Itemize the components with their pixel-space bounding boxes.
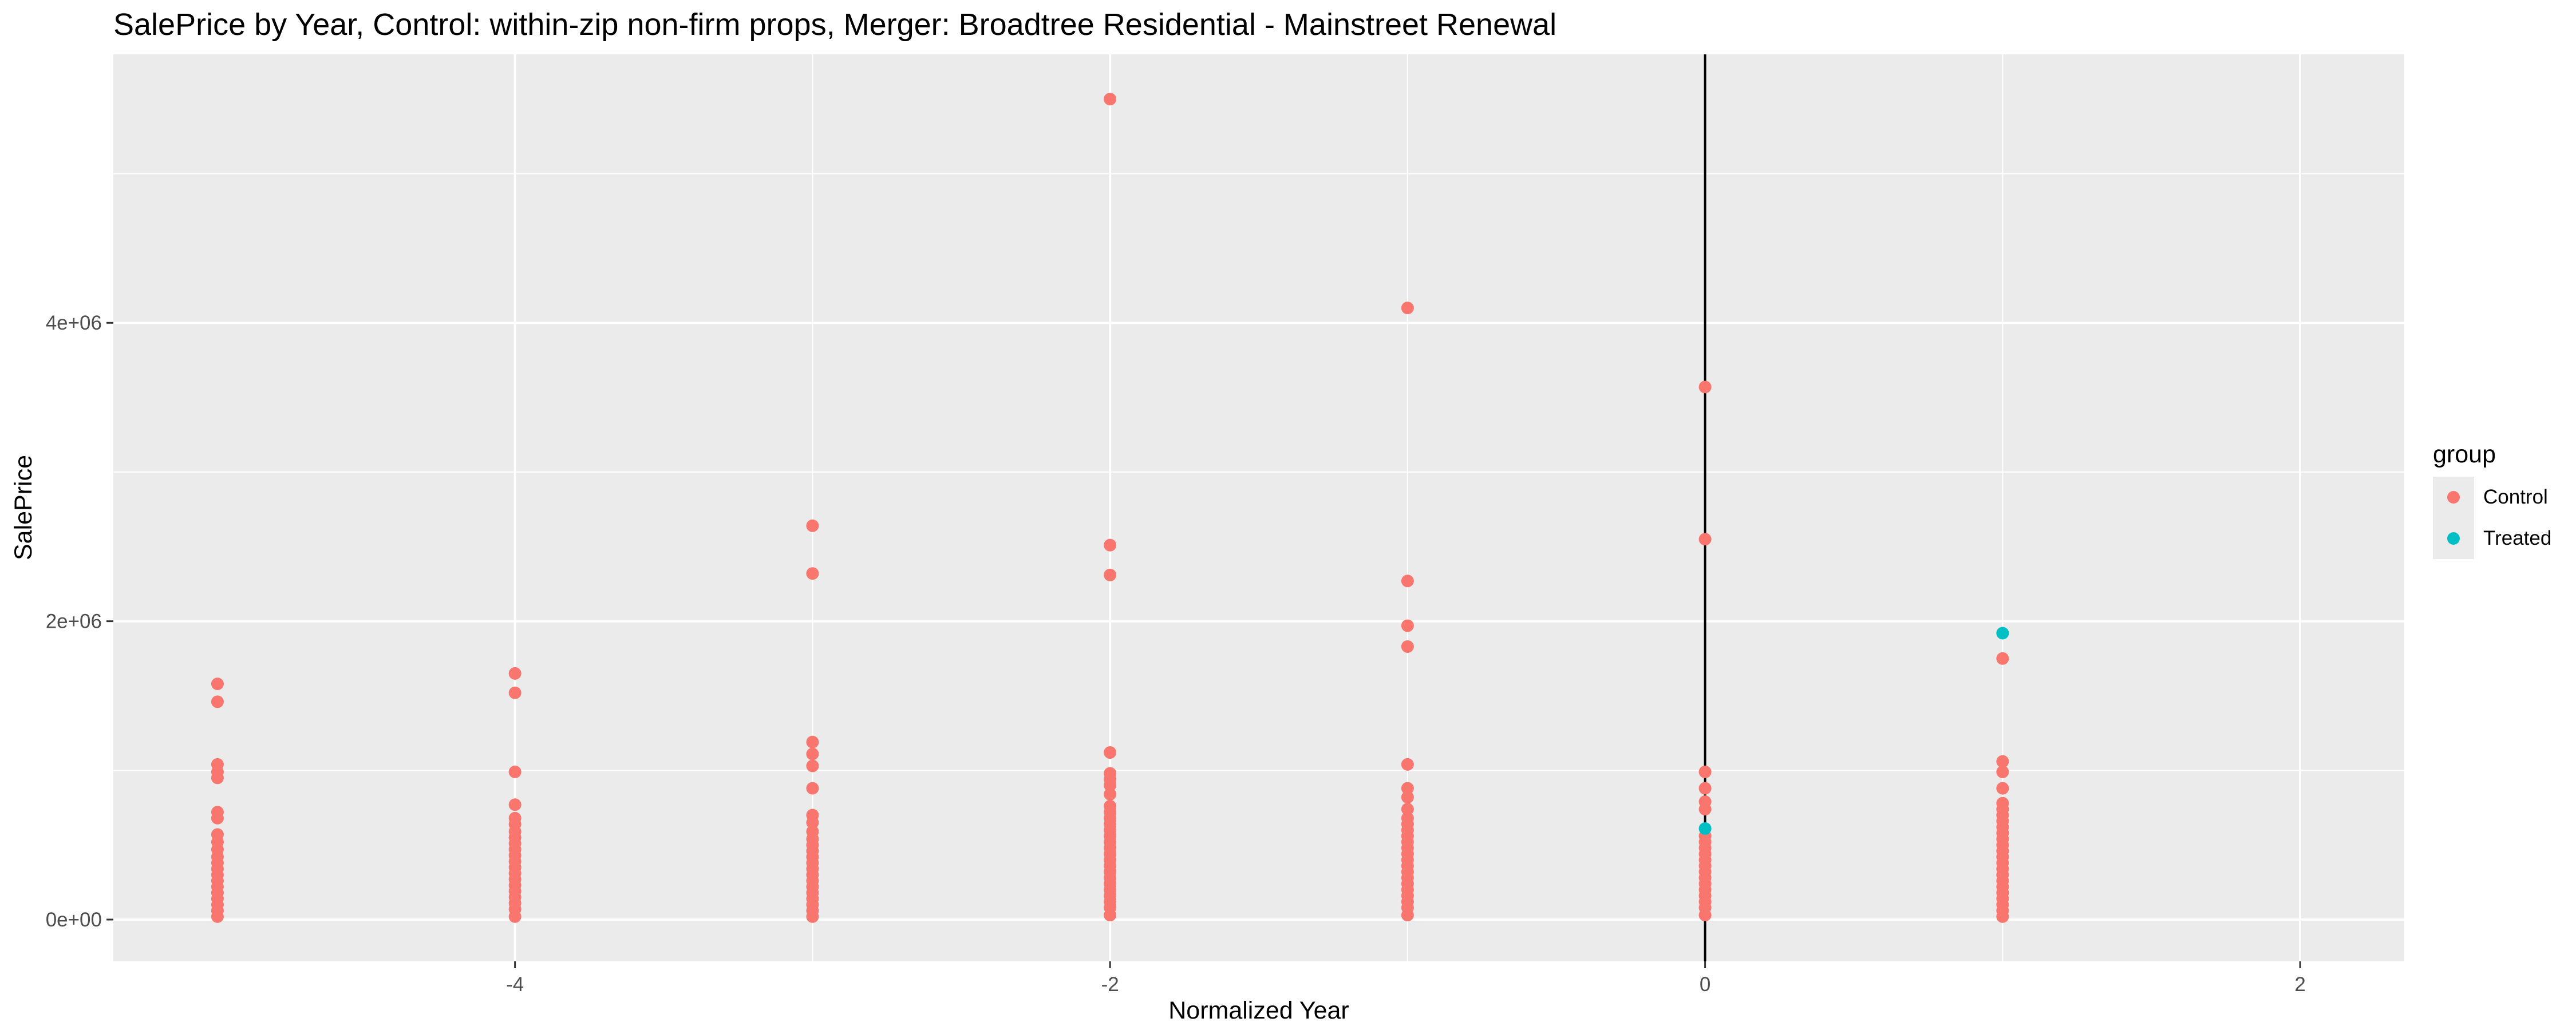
treated-dot-icon — [2447, 532, 2460, 545]
control-point — [1104, 909, 1117, 922]
control-point — [508, 765, 521, 778]
x-tick-label: 0 — [1700, 973, 1710, 996]
control-point — [806, 567, 819, 580]
control-point — [1104, 746, 1117, 759]
y-tick-label: 2e+06 — [46, 611, 102, 633]
control-point — [1698, 803, 1712, 816]
control-point — [1996, 782, 2009, 795]
control-point — [1104, 93, 1117, 106]
control-point — [1401, 791, 1414, 804]
control-dot-icon — [2447, 491, 2460, 504]
control-point — [1401, 758, 1414, 771]
control-point — [211, 910, 224, 923]
chart-title: SalePrice by Year, Control: within-zip n… — [113, 7, 1557, 42]
legend-title: group — [2433, 441, 2496, 468]
control-point — [1104, 779, 1117, 792]
control-point — [211, 695, 224, 708]
control-point — [1401, 640, 1414, 653]
x-tick-label: 2 — [2294, 973, 2305, 996]
control-point — [1996, 765, 2009, 778]
control-point — [1698, 533, 1712, 546]
x-axis-title: Normalized Year — [1168, 997, 1349, 1024]
control-point — [806, 910, 819, 923]
control-point — [806, 782, 819, 795]
control-point — [1104, 788, 1117, 801]
control-point — [508, 667, 521, 680]
control-point — [211, 811, 224, 825]
control-point — [1698, 381, 1712, 394]
control-point — [1401, 619, 1414, 632]
control-point — [806, 759, 819, 772]
y-axis-title: SalePrice — [10, 455, 37, 560]
control-point — [508, 686, 521, 699]
y-tick-label: 4e+06 — [46, 312, 102, 334]
control-point — [1401, 302, 1414, 315]
y-axis: 0e+00 2e+06 4e+06 — [46, 312, 113, 931]
control-point — [1698, 782, 1712, 795]
control-point — [806, 747, 819, 760]
legend-label-control: Control — [2483, 486, 2548, 508]
legend-item-treated: Treated — [2433, 518, 2551, 559]
control-point — [806, 519, 819, 532]
y-tick-label: 0e+00 — [46, 909, 102, 931]
x-axis: -4 -2 0 2 — [506, 961, 2306, 996]
control-point — [1104, 568, 1117, 581]
legend-label-treated: Treated — [2483, 527, 2552, 549]
control-point — [1401, 909, 1414, 922]
plot-panel — [113, 54, 2404, 961]
x-tick-label: -2 — [1101, 973, 1119, 996]
legend-key-treated — [2433, 518, 2474, 559]
control-point — [211, 678, 224, 691]
x-tick-label: -4 — [506, 973, 524, 996]
control-point — [1698, 909, 1712, 922]
control-point — [1996, 910, 2009, 923]
control-point — [1698, 765, 1712, 778]
control-point — [1401, 782, 1414, 795]
control-point — [1401, 803, 1414, 816]
control-point — [508, 910, 521, 923]
treated-point — [1996, 627, 2009, 640]
data-points — [211, 93, 2009, 923]
control-point — [1401, 575, 1414, 588]
minor-gridlines — [113, 54, 2404, 961]
control-point — [1996, 755, 2009, 768]
legend: group Control Treated — [2433, 441, 2551, 559]
control-point — [211, 771, 224, 785]
control-point — [806, 816, 819, 829]
control-point — [806, 735, 819, 748]
legend-item-control: Control — [2433, 477, 2551, 518]
control-point — [508, 798, 521, 811]
treated-point — [1698, 822, 1712, 835]
control-point — [1996, 652, 2009, 665]
control-point — [1104, 538, 1117, 552]
legend-key-control — [2433, 477, 2474, 518]
